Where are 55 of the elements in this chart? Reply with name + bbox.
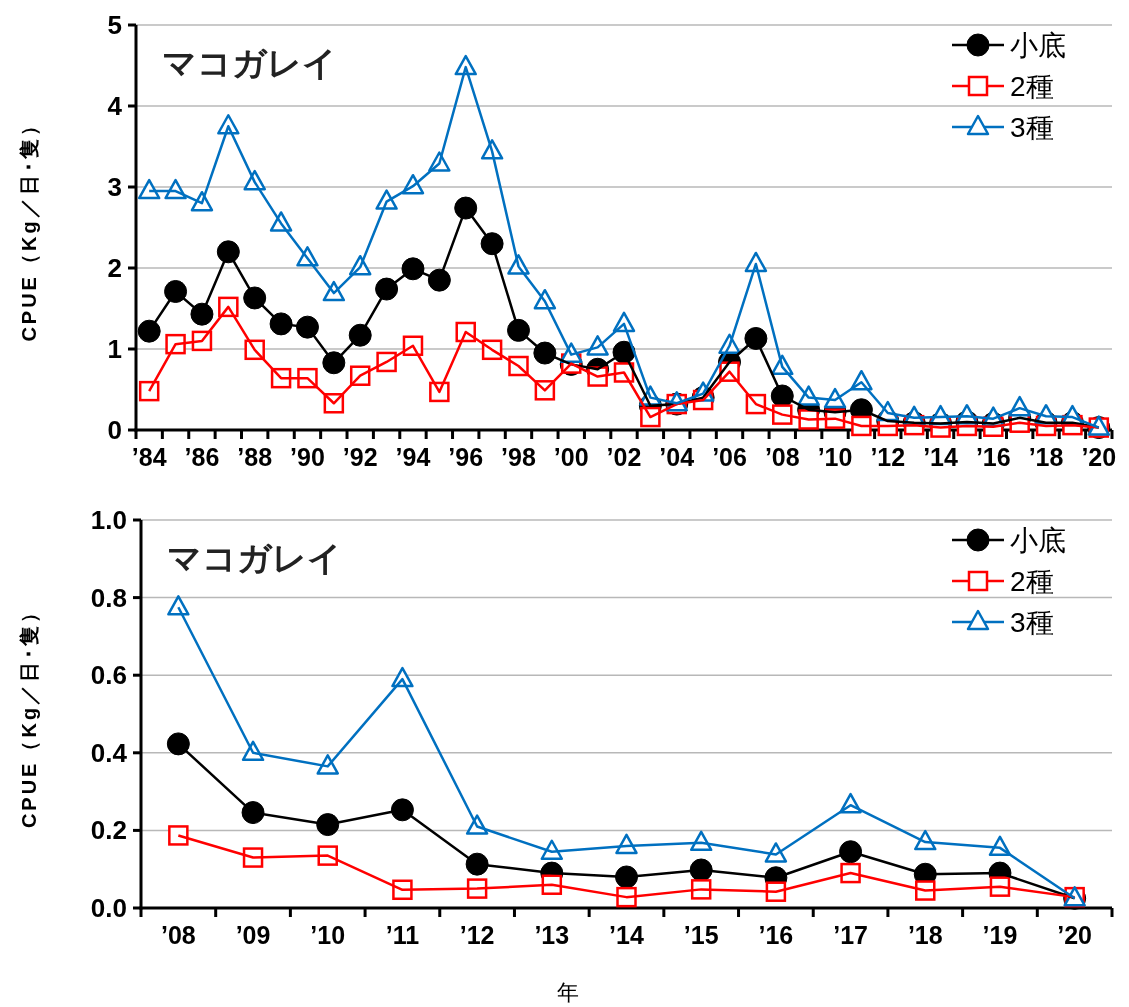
x-tick-label: ’98 [501, 443, 536, 471]
x-tick-label: ’88 [237, 443, 273, 471]
x-tick-label: ’12 [459, 921, 495, 949]
y-axis-title: CPUE（Kg／日･隻） [18, 113, 40, 342]
legend-label: 2種 [1010, 566, 1054, 597]
y-tick-label: 0.4 [90, 737, 128, 768]
y-tick-label: 3 [107, 172, 122, 202]
legend-label: 小底 [1010, 525, 1066, 556]
x-axis-title: 年 [557, 980, 579, 1005]
text: マコガレイ [167, 539, 342, 577]
x-tick-label: ’16 [975, 443, 1011, 471]
x-tick-label: ’92 [342, 443, 378, 471]
legend-label: 小底 [1010, 30, 1066, 61]
y-tick-label: 0.2 [90, 815, 127, 846]
x-tick-label: ’02 [606, 443, 642, 471]
x-tick-label: ’12 [870, 443, 906, 471]
legend-label: 3種 [1010, 607, 1054, 638]
y-tick-label: 4 [107, 91, 123, 121]
y-tick-label: 2 [107, 253, 122, 283]
y-tick-label: 0.0 [90, 893, 127, 923]
x-tick-label: ’94 [395, 443, 431, 471]
x-tick-label: ’13 [534, 921, 570, 949]
y-tick-label: 1 [107, 334, 122, 364]
x-tick-label: ’09 [235, 921, 271, 949]
y-tick-label: 0 [107, 415, 122, 445]
x-tick-label: ’20 [1057, 921, 1093, 949]
x-tick-label: ’18 [907, 921, 943, 949]
text: マコガレイ [162, 44, 337, 82]
x-tick-label: ’04 [659, 443, 695, 471]
x-tick-label: ’84 [131, 443, 167, 471]
y-tick-label: 1.0 [90, 505, 127, 535]
y-tick-label: 0.6 [90, 660, 127, 691]
y-tick-label: 5 [107, 10, 122, 40]
x-tick-label: ’86 [184, 443, 220, 471]
x-tick-label: ’16 [758, 921, 794, 949]
y-axis-title: CPUE（Kg／日･隻） [18, 599, 40, 829]
x-tick-label: ’14 [923, 443, 959, 471]
x-tick-label: ’00 [553, 443, 589, 471]
x-tick-label: ’10 [817, 443, 853, 471]
x-tick-label: ’19 [982, 921, 1018, 949]
x-tick-label: ’08 [764, 443, 800, 471]
x-tick-label: ’96 [448, 443, 484, 471]
legend-label: 2種 [1010, 71, 1054, 102]
legend-label: 3種 [1010, 112, 1054, 143]
y-tick-label: 0.8 [90, 582, 127, 613]
x-tick-label: ’08 [160, 921, 196, 949]
x-tick-label: ’06 [712, 443, 747, 471]
x-tick-label: ’11 [385, 921, 420, 949]
x-tick-label: ’15 [683, 921, 719, 949]
x-tick-label: ’14 [609, 921, 644, 949]
x-tick-label: ’20 [1081, 443, 1117, 471]
x-tick-label: ’17 [833, 921, 868, 949]
x-tick-label: ’10 [310, 921, 346, 949]
x-tick-label: ’90 [290, 443, 325, 471]
x-tick-label: ’18 [1028, 443, 1064, 471]
